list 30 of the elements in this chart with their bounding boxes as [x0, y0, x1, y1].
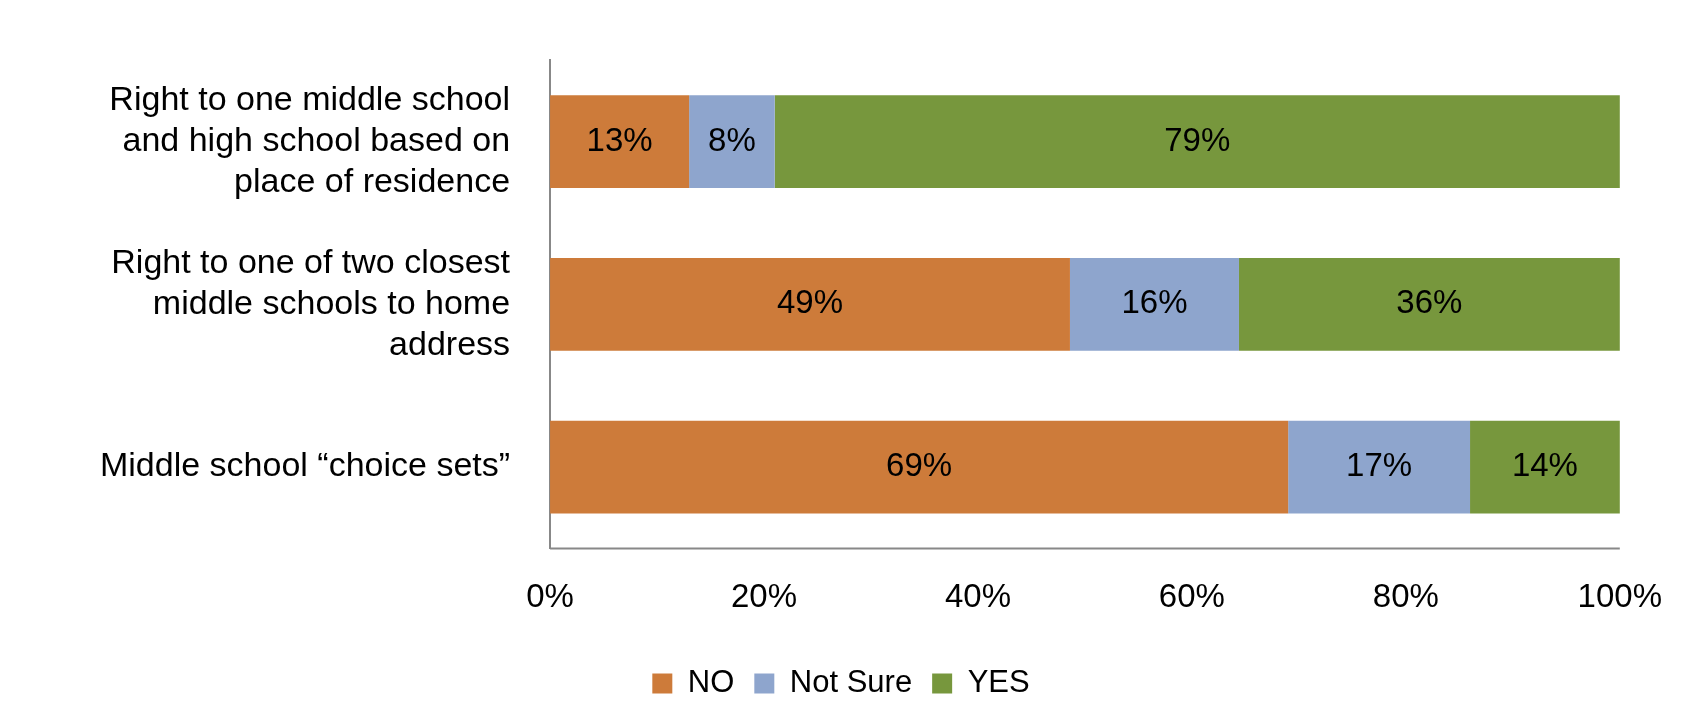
legend-label: NO	[687, 664, 735, 700]
data-label: 16%	[1121, 283, 1188, 321]
legend-label: Not Sure	[789, 664, 913, 700]
x-tick-label: 80%	[1372, 577, 1439, 615]
y-tick-label: Right to one of two closest middle schools to home address	[111, 241, 511, 362]
data-label: 14%	[1511, 446, 1578, 484]
data-label: 79%	[1164, 120, 1231, 158]
bar	[1288, 420, 1471, 514]
bar	[550, 95, 690, 189]
y-tick-label: Middle school “choice sets”	[100, 445, 511, 484]
legend-label: YES	[967, 664, 1030, 700]
x-tick-label: 60%	[1158, 577, 1225, 615]
data-label: 17%	[1346, 446, 1413, 484]
x-tick-label: 40%	[944, 577, 1011, 615]
data-label: 13%	[586, 120, 653, 158]
x-tick-label: 0%	[526, 577, 574, 615]
x-tick-label: 20%	[730, 577, 798, 615]
y-tick-label: Right to one middle school and high school based on place of residence	[109, 79, 511, 199]
bar	[774, 95, 1620, 189]
x-tick-label: 100%	[1577, 577, 1662, 615]
data-label: 8%	[708, 120, 756, 158]
bar	[689, 95, 775, 189]
bar	[1069, 258, 1239, 351]
bar	[550, 258, 1070, 351]
bar	[1470, 420, 1620, 514]
bar	[1238, 258, 1620, 351]
data-label: 36%	[1396, 283, 1463, 321]
bar	[550, 420, 1289, 514]
data-label: 49%	[776, 283, 844, 321]
data-label: 69%	[886, 446, 953, 484]
